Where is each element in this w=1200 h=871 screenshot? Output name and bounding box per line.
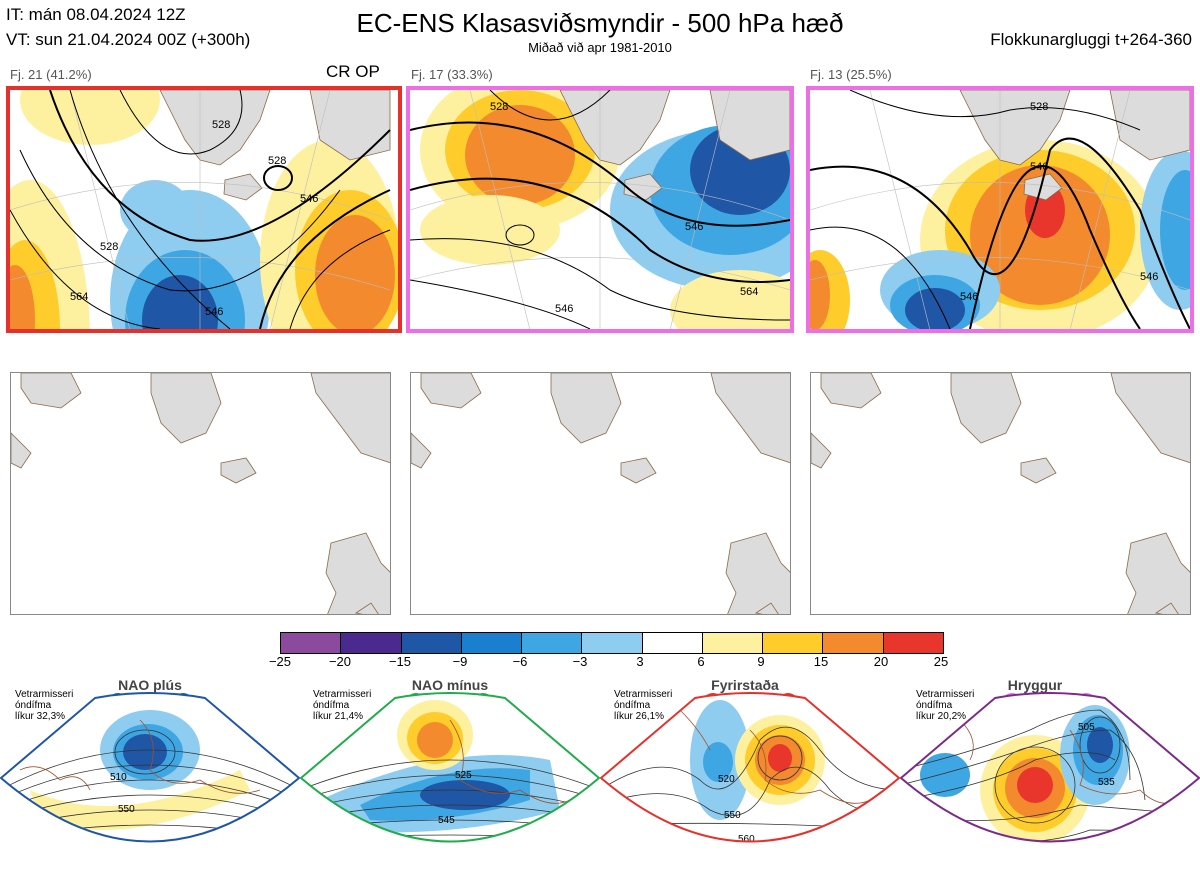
blank-map-1 [10,372,391,615]
colorbar-tick: −15 [388,654,412,669]
panel-1-tag: CR OP [326,62,380,81]
scenario-4-title: Hryggur [1007,677,1063,693]
contour-label: 546 [205,306,223,318]
contour-label: 546 [685,221,703,233]
cluster-map-2: 528 546 546 564 [406,86,794,333]
scenario-1-title: NAO plús [118,677,182,693]
scenario-2-desc: Vetrarmisseri óndífma líkur 21,4% [313,689,372,722]
scenario-2-label: 565 [448,850,465,861]
scenario-map-2: 525 545 565 [300,692,600,861]
colorbar-tick: −20 [328,654,352,669]
scenario-4-desc: Vetrarmisseri óndífma líkur 20,2% [916,689,975,722]
scenario-3-desc: Vetrarmisseri óndífma líkur 26,1% [614,689,673,722]
valid-time: VT: sun 21.04.2024 00Z (+300h) [6,30,251,49]
contour-label: 528 [490,101,508,113]
contour-label: 546 [960,291,978,303]
blank-map-2 [410,372,791,615]
colorbar-segment [340,633,401,653]
colorbar-tick: 6 [697,654,705,669]
scenario-3-label: 560 [738,834,755,845]
colorbar-segment [641,633,702,653]
scenario-3-title: Fyrirstaða [711,677,779,693]
colorbar-tick: 15 [813,654,829,669]
contour-label: 528 [1030,101,1048,113]
scenario-1-label: 550 [118,804,135,815]
scenario-map-4: 505 535 560 [900,692,1200,843]
scenario-3-label: 550 [724,810,741,821]
scenario-map-3: 520 550 560 [600,692,900,845]
scenario-2-title: NAO mínus [411,677,489,693]
contour-label: 546 [555,303,573,315]
contour-label: 564 [70,291,88,303]
panel-3-label: Fj. 13 (25.5%) [810,67,892,82]
page-title: EC-ENS Klasasviðsmyndir - 500 hPa hæð [356,8,844,38]
scenario-1-desc: Vetrarmisseri óndífma líkur 32,3% [15,689,74,722]
colorbar-tick: −9 [452,654,468,669]
scenario-4-label: 505 [1078,722,1095,733]
panel-2-label: Fj. 17 (33.3%) [411,67,493,82]
colorbar-segment [400,633,461,653]
colorbar-segment [281,633,341,653]
contour-label: 546 [300,193,318,205]
blank-map-3 [810,372,1191,615]
contour-label: 564 [740,286,758,298]
contour-label: 546 [1140,271,1158,283]
contour-label: 528 [212,119,230,131]
colorbar-segment [581,633,642,653]
contour-label: 528 [268,155,286,167]
colorbar-segment [882,633,943,653]
colorbar-tick: −6 [512,654,528,669]
scenario-4-label: 535 [1098,777,1115,788]
colorbar-segment [762,633,823,653]
colorbar-tick: 20 [873,654,889,669]
panel-1-label: Fj. 21 (41.2%) [10,67,92,82]
contour-label: 546 [1030,161,1048,173]
issue-time: IT: mán 08.04.2024 12Z [6,5,186,24]
scenario-2-label: 525 [455,770,472,781]
colorbar [280,632,944,654]
scenario-2-label: 545 [438,815,455,826]
scenario-3-label: 520 [718,774,735,785]
colorbar-tick: 3 [636,654,644,669]
scenario-1-label: 510 [110,772,127,783]
page-subtitle: Miðað við apr 1981-2010 [528,40,672,55]
scenario-map-1: 510 550 [0,692,300,843]
colorbar-tick: 25 [933,654,949,669]
colorbar-tick: −25 [268,654,292,669]
colorbar-tick: 9 [757,654,765,669]
cluster-map-3: 528 546 546 546 [806,86,1194,333]
colorbar-segment [701,633,763,653]
classification-window: Flokkunargluggi t+264-360 [990,30,1192,49]
colorbar-segment [460,633,522,653]
colorbar-tick: −3 [572,654,588,669]
cluster-map-1: 528 528 546 564 546 528 [6,86,402,333]
colorbar-segment [822,633,883,653]
contour-label: 528 [100,241,118,253]
colorbar-segment [521,633,582,653]
